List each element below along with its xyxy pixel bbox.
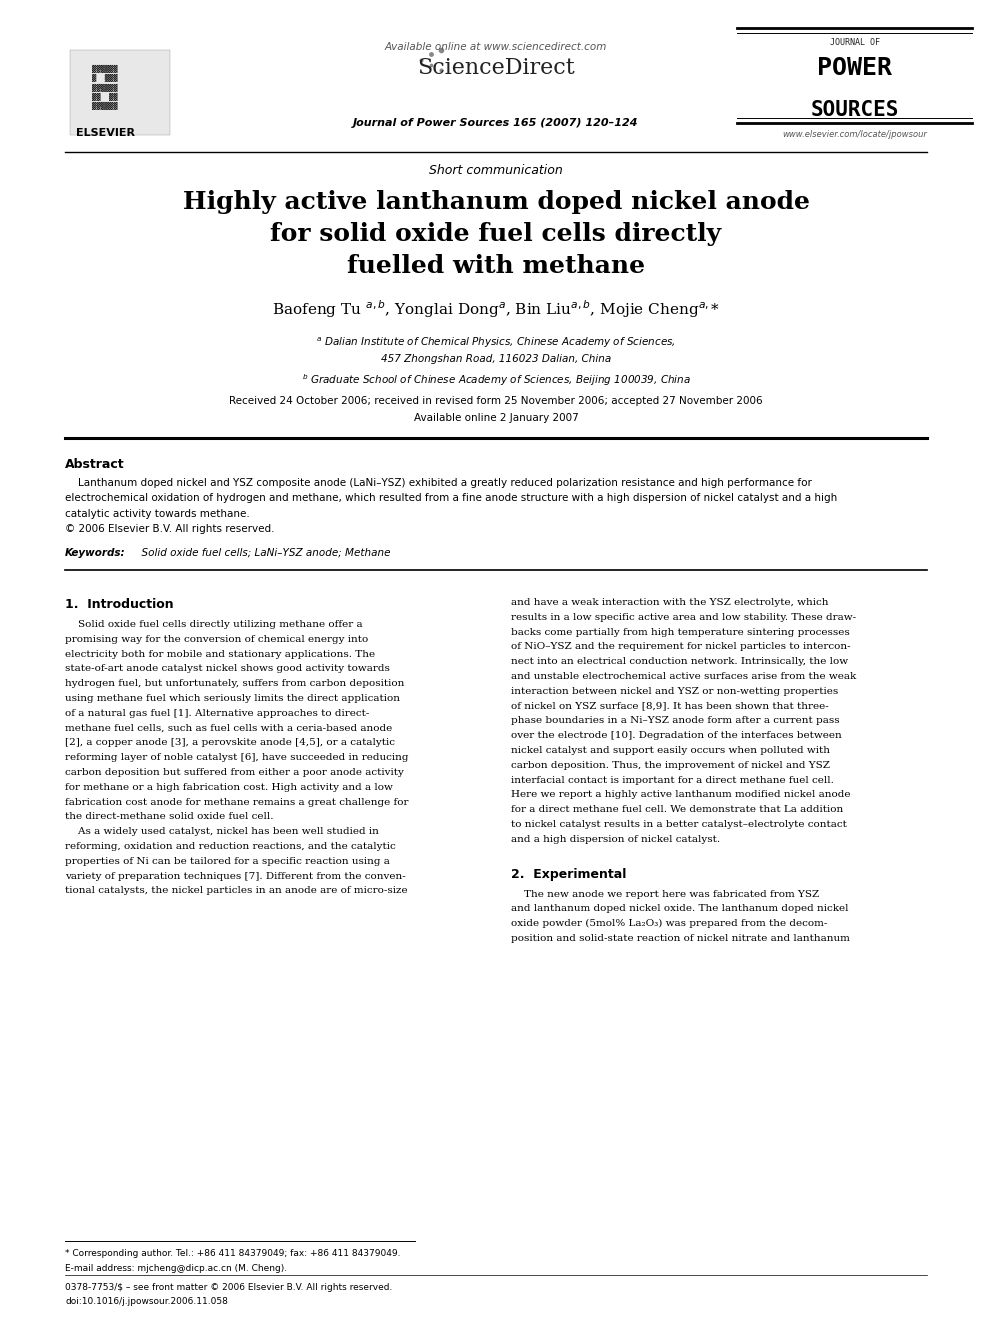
Text: nickel catalyst and support easily occurs when polluted with: nickel catalyst and support easily occur…: [511, 746, 830, 755]
Text: doi:10.1016/j.jpowsour.2006.11.058: doi:10.1016/j.jpowsour.2006.11.058: [65, 1297, 228, 1306]
Text: Solid oxide fuel cells; LaNi–YSZ anode; Methane: Solid oxide fuel cells; LaNi–YSZ anode; …: [135, 548, 391, 558]
Text: SOURCES: SOURCES: [810, 101, 899, 120]
Text: [2], a copper anode [3], a perovskite anode [4,5], or a catalytic: [2], a copper anode [3], a perovskite an…: [65, 738, 395, 747]
Text: phase boundaries in a Ni–YSZ anode form after a current pass: phase boundaries in a Ni–YSZ anode form …: [511, 716, 839, 725]
Text: variety of preparation techniques [7]. Different from the conven-: variety of preparation techniques [7]. D…: [65, 872, 406, 881]
Text: Lanthanum doped nickel and YSZ composite anode (LaNi–YSZ) exhibited a greatly re: Lanthanum doped nickel and YSZ composite…: [65, 478, 811, 488]
Text: JOURNAL OF: JOURNAL OF: [829, 38, 880, 48]
Text: state-of-art anode catalyst nickel shows good activity towards: state-of-art anode catalyst nickel shows…: [65, 664, 390, 673]
Text: Baofeng Tu $^{a,b}$, Yonglai Dong$^{a}$, Bin Liu$^{a,b}$, Mojie Cheng$^{a,}$*: Baofeng Tu $^{a,b}$, Yonglai Dong$^{a}$,…: [272, 298, 720, 320]
Text: * Corresponding author. Tel.: +86 411 84379049; fax: +86 411 84379049.: * Corresponding author. Tel.: +86 411 84…: [65, 1249, 401, 1258]
Text: Short communication: Short communication: [430, 164, 562, 177]
Text: over the electrode [10]. Degradation of the interfaces between: over the electrode [10]. Degradation of …: [511, 732, 842, 740]
Text: oxide powder (5mol% La₂O₃) was prepared from the decom-: oxide powder (5mol% La₂O₃) was prepared …: [511, 919, 827, 929]
Text: fabrication cost anode for methane remains a great challenge for: fabrication cost anode for methane remai…: [65, 798, 409, 807]
Text: of NiO–YSZ and the requirement for nickel particles to intercon-: of NiO–YSZ and the requirement for nicke…: [511, 643, 850, 651]
Text: fuelled with methane: fuelled with methane: [347, 254, 645, 278]
Text: methane fuel cells, such as fuel cells with a ceria-based anode: methane fuel cells, such as fuel cells w…: [65, 724, 392, 733]
Text: hydrogen fuel, but unfortunately, suffers from carbon deposition: hydrogen fuel, but unfortunately, suffer…: [65, 679, 405, 688]
Text: www.elsevier.com/locate/jpowsour: www.elsevier.com/locate/jpowsour: [782, 130, 927, 139]
Text: for solid oxide fuel cells directly: for solid oxide fuel cells directly: [271, 222, 721, 246]
Text: of a natural gas fuel [1]. Alternative approaches to direct-: of a natural gas fuel [1]. Alternative a…: [65, 709, 369, 718]
Text: $^{a}$ Dalian Institute of Chemical Physics, Chinese Academy of Sciences,: $^{a}$ Dalian Institute of Chemical Phys…: [316, 336, 676, 351]
Text: and lanthanum doped nickel oxide. The lanthanum doped nickel: and lanthanum doped nickel oxide. The la…: [511, 905, 848, 913]
Text: for a direct methane fuel cell. We demonstrate that La addition: for a direct methane fuel cell. We demon…: [511, 806, 843, 814]
Text: 2.  Experimental: 2. Experimental: [511, 868, 626, 881]
Text: catalytic activity towards methane.: catalytic activity towards methane.: [65, 509, 250, 519]
Text: Solid oxide fuel cells directly utilizing methane offer a: Solid oxide fuel cells directly utilizin…: [65, 620, 363, 628]
Text: backs come partially from high temperature sintering processes: backs come partially from high temperatu…: [511, 627, 850, 636]
Text: and have a weak interaction with the YSZ electrolyte, which: and have a weak interaction with the YSZ…: [511, 598, 828, 607]
FancyBboxPatch shape: [70, 50, 170, 135]
Text: properties of Ni can be tailored for a specific reaction using a: properties of Ni can be tailored for a s…: [65, 857, 390, 865]
Text: © 2006 Elsevier B.V. All rights reserved.: © 2006 Elsevier B.V. All rights reserved…: [65, 524, 275, 534]
Text: E-mail address: mjcheng@dicp.ac.cn (M. Cheng).: E-mail address: mjcheng@dicp.ac.cn (M. C…: [65, 1263, 287, 1273]
Text: of nickel on YSZ surface [8,9]. It has been shown that three-: of nickel on YSZ surface [8,9]. It has b…: [511, 701, 828, 710]
Text: and a high dispersion of nickel catalyst.: and a high dispersion of nickel catalyst…: [511, 835, 720, 844]
Text: results in a low specific active area and low stability. These draw-: results in a low specific active area an…: [511, 613, 856, 622]
Text: Received 24 October 2006; received in revised form 25 November 2006; accepted 27: Received 24 October 2006; received in re…: [229, 396, 763, 406]
Text: to nickel catalyst results in a better catalyst–electrolyte contact: to nickel catalyst results in a better c…: [511, 820, 847, 830]
Text: carbon deposition. Thus, the improvement of nickel and YSZ: carbon deposition. Thus, the improvement…: [511, 761, 830, 770]
Text: the direct-methane solid oxide fuel cell.: the direct-methane solid oxide fuel cell…: [65, 812, 274, 822]
Text: for methane or a high fabrication cost. High activity and a low: for methane or a high fabrication cost. …: [65, 783, 393, 791]
Text: promising way for the conversion of chemical energy into: promising way for the conversion of chem…: [65, 635, 368, 644]
Text: carbon deposition but suffered from either a poor anode activity: carbon deposition but suffered from eith…: [65, 767, 404, 777]
Text: position and solid-state reaction of nickel nitrate and lanthanum: position and solid-state reaction of nic…: [511, 934, 850, 943]
Text: interfacial contact is important for a direct methane fuel cell.: interfacial contact is important for a d…: [511, 775, 834, 785]
Text: nect into an electrical conduction network. Intrinsically, the low: nect into an electrical conduction netwo…: [511, 658, 848, 667]
Text: ScienceDirect: ScienceDirect: [417, 57, 575, 79]
Text: 0378-7753/$ – see front matter © 2006 Elsevier B.V. All rights reserved.: 0378-7753/$ – see front matter © 2006 El…: [65, 1283, 393, 1293]
Text: The new anode we report here was fabricated from YSZ: The new anode we report here was fabrica…: [511, 889, 819, 898]
Text: Keywords:: Keywords:: [65, 548, 126, 558]
Text: 457 Zhongshan Road, 116023 Dalian, China: 457 Zhongshan Road, 116023 Dalian, China: [381, 355, 611, 364]
Text: Available online 2 January 2007: Available online 2 January 2007: [414, 413, 578, 423]
Text: POWER: POWER: [817, 56, 892, 79]
Text: tional catalysts, the nickel particles in an anode are of micro-size: tional catalysts, the nickel particles i…: [65, 886, 408, 896]
Text: $^{b}$ Graduate School of Chinese Academy of Sciences, Beijing 100039, China: $^{b}$ Graduate School of Chinese Academ…: [302, 372, 690, 388]
Text: As a widely used catalyst, nickel has been well studied in: As a widely used catalyst, nickel has be…: [65, 827, 379, 836]
Text: Journal of Power Sources 165 (2007) 120–124: Journal of Power Sources 165 (2007) 120–…: [353, 118, 639, 128]
Text: using methane fuel which seriously limits the direct application: using methane fuel which seriously limit…: [65, 695, 400, 703]
Text: Abstract: Abstract: [65, 458, 125, 471]
Text: ▓▓▓▓▓▓
▓  ▓▓▓
▓▓▓▓▓▓
▓▓  ▓▓
▓▓▓▓▓▓: ▓▓▓▓▓▓ ▓ ▓▓▓ ▓▓▓▓▓▓ ▓▓ ▓▓ ▓▓▓▓▓▓: [92, 65, 118, 110]
Text: interaction between nickel and YSZ or non-wetting properties: interaction between nickel and YSZ or no…: [511, 687, 838, 696]
Text: Available online at www.sciencedirect.com: Available online at www.sciencedirect.co…: [385, 42, 607, 52]
Text: 1.  Introduction: 1. Introduction: [65, 598, 174, 611]
Text: Here we report a highly active lanthanum modified nickel anode: Here we report a highly active lanthanum…: [511, 790, 850, 799]
Text: ELSEVIER: ELSEVIER: [75, 128, 135, 138]
Text: electrochemical oxidation of hydrogen and methane, which resulted from a fine an: electrochemical oxidation of hydrogen an…: [65, 493, 837, 504]
Text: Highly active lanthanum doped nickel anode: Highly active lanthanum doped nickel ano…: [183, 191, 809, 214]
Text: electricity both for mobile and stationary applications. The: electricity both for mobile and stationa…: [65, 650, 375, 659]
Text: reforming, oxidation and reduction reactions, and the catalytic: reforming, oxidation and reduction react…: [65, 841, 396, 851]
Text: reforming layer of noble catalyst [6], have succeeded in reducing: reforming layer of noble catalyst [6], h…: [65, 753, 409, 762]
Text: and unstable electrochemical active surfaces arise from the weak: and unstable electrochemical active surf…: [511, 672, 856, 681]
